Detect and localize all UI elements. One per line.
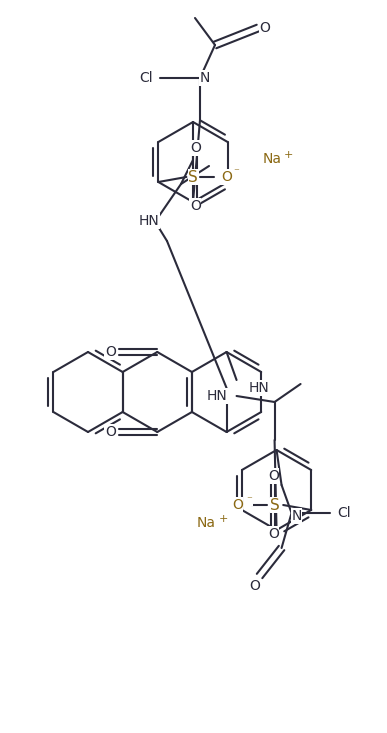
- Text: S: S: [271, 498, 280, 512]
- Text: Cl: Cl: [139, 71, 153, 85]
- Text: +: +: [284, 150, 293, 160]
- Text: O: O: [268, 469, 279, 483]
- Text: O: O: [190, 199, 201, 213]
- Text: Na: Na: [263, 152, 282, 166]
- Text: ⁻: ⁻: [233, 167, 239, 177]
- Text: HN: HN: [206, 389, 227, 403]
- Text: O: O: [105, 345, 116, 359]
- Text: O: O: [249, 579, 260, 593]
- Text: ⁻: ⁻: [246, 495, 252, 505]
- Text: O: O: [221, 170, 232, 184]
- Text: O: O: [260, 21, 271, 35]
- Text: N: N: [200, 71, 210, 85]
- Text: O: O: [232, 498, 243, 512]
- Text: S: S: [188, 169, 198, 185]
- Text: Na: Na: [197, 516, 216, 530]
- Text: O: O: [190, 141, 201, 155]
- Text: HN: HN: [139, 214, 159, 228]
- Text: O: O: [268, 527, 279, 541]
- Text: HN: HN: [248, 381, 269, 395]
- Text: O: O: [105, 425, 116, 439]
- Text: Cl: Cl: [337, 506, 350, 520]
- Text: N: N: [291, 509, 302, 523]
- Text: +: +: [219, 514, 228, 524]
